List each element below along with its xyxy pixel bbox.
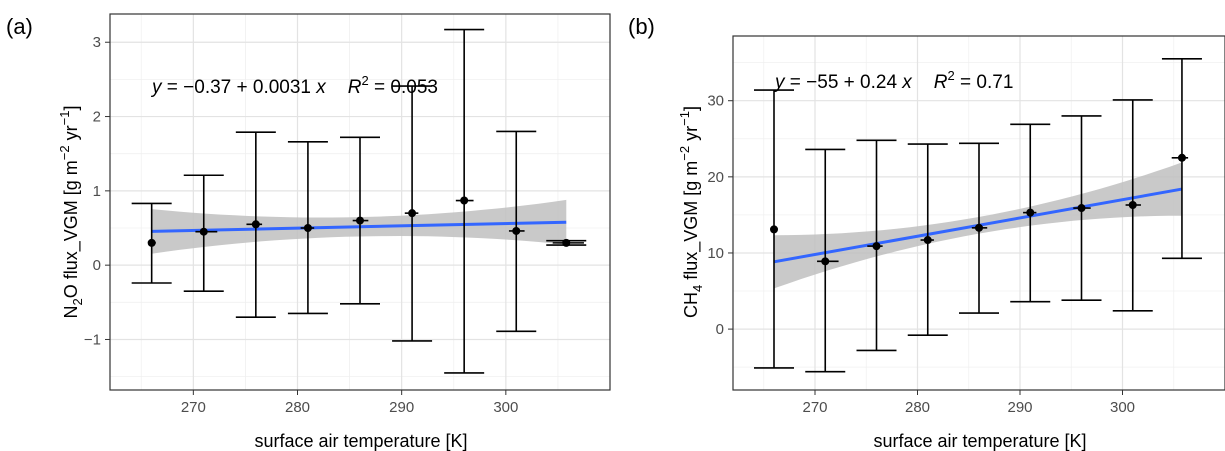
panel-a-ylabel-prefix: N [61,305,81,318]
panel-b-eq-r-sup: 2 [948,68,955,83]
panel-b-ylabel-prefix: CH [681,292,701,318]
panel-b-eq-r-val: = 0.71 [955,72,1014,93]
panel-b-x-tick-label: 270 [802,399,827,416]
panel-a-y-tick-label: 2 [93,109,101,126]
panel-b-ylabel-sup1: −2 [677,146,692,161]
panel-b-data-point [975,223,983,232]
panel-a-ylabel-sup2: −1 [57,111,72,126]
panel-b-x-tick-label: 280 [905,399,930,416]
panel-b-x-tick-label: 300 [1110,399,1135,416]
panel-b-data-point [1077,204,1086,213]
panel-b-eq-var: x [901,72,913,93]
panel-b-label: (b) [628,14,655,39]
panel-a-ylabel-sub: 2 [70,298,85,305]
panel-b-y-tick-label: 10 [707,245,724,262]
panel-a-data-point [199,227,208,236]
panel-a-y-tick-label: −1 [84,331,101,348]
panel-a-x-tick-label: 300 [493,399,518,416]
panel-a-ylabel-mid: O flux_VGM [g m [61,160,82,298]
panel-a-y-tick-label: 3 [93,34,101,51]
panel-a-data-point [147,238,156,247]
panel-a-data-point [512,226,521,235]
panel-b-eq-r: R [934,72,948,93]
panel-a-eq-r-val: = 0.053 [369,77,438,98]
panel-a-equation: y = −0.37 + 0.0031 x R2 = 0.053 [150,73,438,98]
panel-a-y-tick-label: 1 [93,183,101,200]
panel-a-regression-line [151,220,567,233]
panel-a-x-title: surface air temperature [K] [254,431,467,451]
panel-b-eq-rhs: = −55 + 0.24 [785,72,903,93]
panel-a-plot-border [109,13,611,391]
panel-a-eq-var: x [315,77,327,98]
panel-b-y-title: CH4 flux_VGM [g m−2 yr−1] [677,106,705,318]
panel-a-data-point [303,224,312,233]
panel-b-data-point [872,242,881,251]
panel-a-data-point [251,220,260,229]
panel-a-ylabel-suffix: ] [61,106,81,111]
panel-a-ylabel-mid2: yr [61,125,81,145]
panel-b-data-point [1128,201,1137,210]
panel-a-y-tick-label: 0 [93,257,101,274]
panel-b-data-point [770,225,778,234]
panel-b-ylabel-sup2: −1 [677,111,692,126]
panel-a-ylabel-sup1: −2 [57,145,72,160]
panel-b-ylabel-mid2: yr [681,126,701,146]
panel-a-eq-r-sup: 2 [362,73,369,88]
panel-b-point-layer [770,153,1186,266]
panel-b-x-tick-label: 290 [1007,399,1032,416]
panel-a-data-point [460,196,469,205]
panel-b-ylabel-sub: 4 [690,285,705,292]
panel-b-ylabel-mid: flux_VGM [g m [681,161,702,285]
panel-a-point-layer [147,196,571,247]
panel-b-eq-lhs: y [773,72,786,93]
panel-a-eq-lhs: y [150,77,163,98]
panel-a-x-axis: 270 280 290 300 [181,390,518,416]
panel-a-label: (a) [6,14,33,39]
panel-a-data-point [356,216,364,225]
panel-a-x-tick-label: 280 [285,399,310,416]
panel-b-plot-border [732,35,1225,391]
panel-b-y-tick-label: 30 [707,93,724,110]
panel-a-y-axis: −1 0 1 2 3 [84,34,110,348]
panel-b-x-axis: 270 280 290 300 [802,390,1135,416]
panel-b-data-point [1026,208,1035,217]
panel-b-y-axis: 0 10 20 30 [707,93,733,338]
panel-a-major-grid [110,14,610,390]
panel-a-eq-rhs: = −0.37 + 0.0031 [162,77,317,98]
panel-b-data-point [821,257,830,266]
panel-a-data-point [562,238,571,247]
panel-a-x-tick-label: 270 [181,399,206,416]
panel-b-ylabel-suffix: ] [681,106,701,111]
panel-b-equation: y = −55 + 0.24 x R2 = 0.71 [773,68,1013,93]
panel-a: (a) 270 280 290 300 −1 0 1 2 3 y = −0.37 + 0.00… [6,13,611,451]
panel-a-fit-layer [151,220,567,233]
panel-a-y-title: N2O flux_VGM [g m−2 yr−1] [57,106,85,319]
panel-a-eq-r: R [348,77,362,98]
panel-b-y-tick-label: 20 [707,169,724,186]
panel-a-data-point [408,209,417,218]
panel-b-y-tick-label: 0 [716,321,724,338]
panel-a-x-tick-label: 290 [389,399,414,416]
panel-b: (b) 270 280 290 300 0 10 20 30 y = −55 + 0.24 … [628,14,1225,451]
panel-b-data-point [1177,153,1186,162]
panel-b-data-point [923,236,932,245]
panel-b-x-title: surface air temperature [K] [873,431,1086,451]
